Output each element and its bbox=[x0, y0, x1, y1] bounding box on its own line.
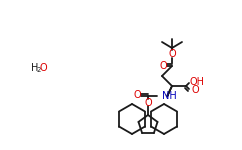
Text: O: O bbox=[168, 49, 176, 59]
Polygon shape bbox=[167, 86, 172, 96]
Text: O: O bbox=[133, 90, 141, 100]
Text: NH: NH bbox=[162, 91, 177, 101]
Text: H: H bbox=[31, 63, 39, 73]
Text: O: O bbox=[144, 98, 152, 108]
Text: 2: 2 bbox=[37, 67, 41, 73]
Text: O: O bbox=[192, 85, 200, 95]
Text: OH: OH bbox=[190, 77, 205, 87]
Text: O: O bbox=[159, 61, 167, 71]
Text: O: O bbox=[39, 63, 47, 73]
